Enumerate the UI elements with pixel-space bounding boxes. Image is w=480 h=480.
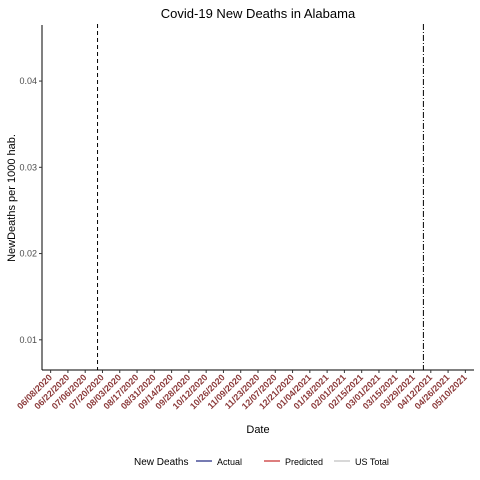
- y-tick-label: 0.01: [19, 335, 37, 345]
- y-tick-label: 0.03: [19, 162, 37, 172]
- x-axis-title: Date: [246, 424, 269, 436]
- y-axis-title: NewDeaths per 1000 hab.: [6, 134, 18, 262]
- legend-label: Actual: [217, 457, 242, 467]
- legend-label: US Total: [355, 457, 389, 467]
- legend-items: Actual Predicted US Total: [196, 457, 389, 467]
- legend: New Deaths Actual Predicted US Total: [134, 457, 389, 468]
- vertical-reference-lines: [97, 24, 424, 370]
- x-ticks: 06/08/202006/22/202007/06/202007/20/2020…: [15, 370, 469, 411]
- chart-title: Covid-19 New Deaths in Alabama: [161, 6, 356, 21]
- y-tick-label: 0.02: [19, 249, 37, 259]
- legend-title: New Deaths: [134, 457, 188, 468]
- legend-label: Predicted: [285, 457, 323, 467]
- y-ticks: 0.01 0.02 0.03 0.04: [19, 76, 42, 345]
- y-tick-label: 0.04: [19, 76, 37, 86]
